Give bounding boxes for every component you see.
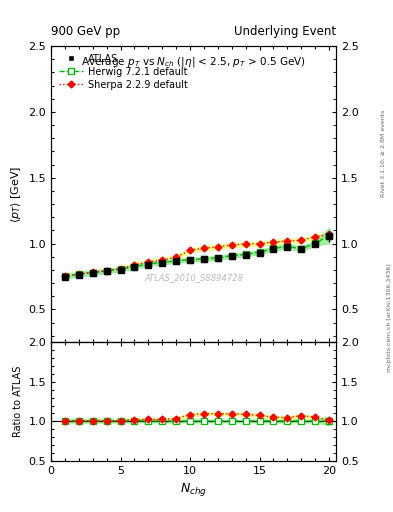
- Text: Underlying Event: Underlying Event: [234, 26, 336, 38]
- Text: 900 GeV pp: 900 GeV pp: [51, 26, 120, 38]
- Y-axis label: Ratio to ATLAS: Ratio to ATLAS: [13, 366, 23, 437]
- Text: mcplots.cern.ch [arXiv:1306.3436]: mcplots.cern.ch [arXiv:1306.3436]: [387, 263, 391, 372]
- Text: ATLAS_2010_S8894728: ATLAS_2010_S8894728: [144, 272, 243, 282]
- Text: Rivet 3.1.10, ≥ 2.8M events: Rivet 3.1.10, ≥ 2.8M events: [381, 110, 386, 197]
- Text: Average $p_T$ vs $N_{ch}$ ($|\eta|$ < 2.5, $p_T$ > 0.5 GeV): Average $p_T$ vs $N_{ch}$ ($|\eta|$ < 2.…: [81, 55, 306, 69]
- Y-axis label: $\langle p_T \rangle$ [GeV]: $\langle p_T \rangle$ [GeV]: [9, 165, 23, 223]
- Legend: ATLAS, Herwig 7.2.1 default, Sherpa 2.2.9 default: ATLAS, Herwig 7.2.1 default, Sherpa 2.2.…: [56, 51, 191, 93]
- X-axis label: $N_{chg}$: $N_{chg}$: [180, 481, 207, 498]
